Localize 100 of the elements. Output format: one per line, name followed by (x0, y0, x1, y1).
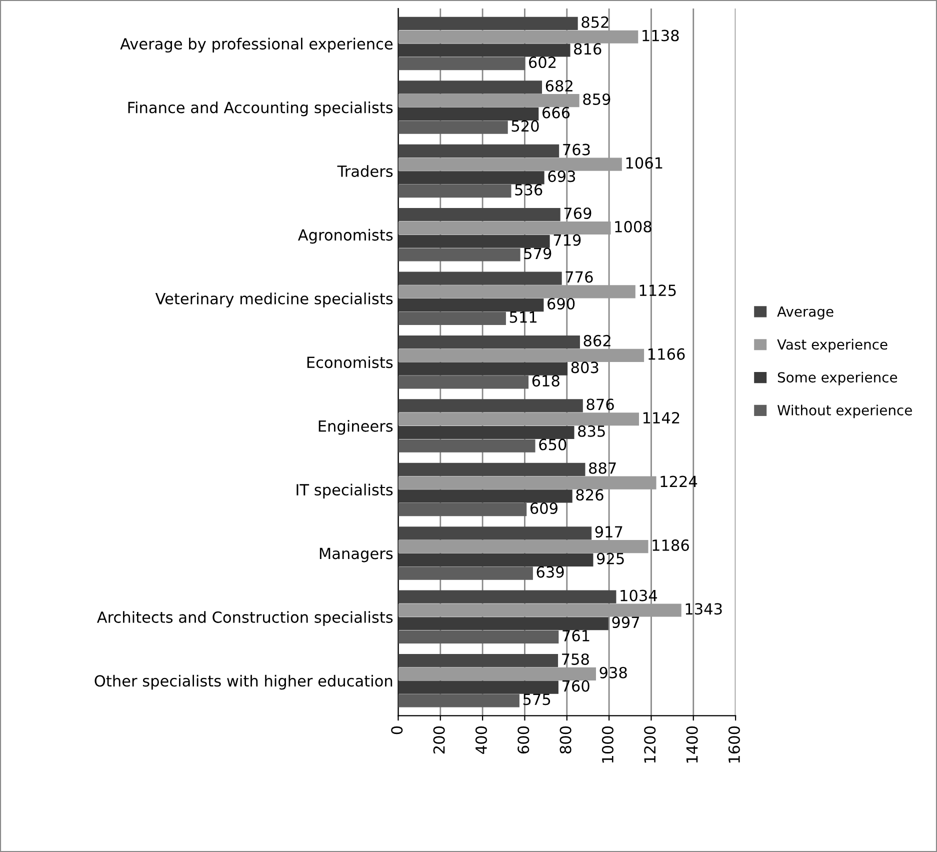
bar (398, 171, 544, 184)
data-label: 1186 (652, 539, 689, 551)
bar (398, 680, 558, 694)
y-tick-label: IT specialists (296, 484, 393, 498)
data-label: 1343 (686, 603, 722, 615)
y-tick-label: Economists (307, 356, 393, 368)
data-label: 769 (564, 207, 592, 220)
data-label: 997 (612, 616, 640, 628)
bar (398, 208, 560, 222)
bar (398, 376, 529, 389)
bar (398, 312, 506, 326)
data-label: 1008 (615, 220, 652, 232)
legend-label: Some experience (778, 372, 898, 386)
x-tick-label: 1000 (602, 726, 614, 763)
data-label: 1061 (626, 157, 662, 169)
bar (398, 80, 542, 94)
data-label: 758 (562, 653, 589, 666)
x-tick-label: 400 (475, 726, 487, 754)
data-label: 776 (566, 271, 593, 283)
y-tick-label: Average by professional experience (120, 38, 393, 53)
bar (398, 234, 550, 248)
y-tick-label: Traders (337, 165, 393, 177)
data-label: 1125 (640, 284, 676, 296)
data-label: 650 (539, 438, 566, 450)
bar (398, 248, 520, 262)
data-label: 1138 (642, 30, 679, 42)
data-label: 575 (523, 694, 550, 706)
bar (398, 566, 533, 580)
y-tick-label: Engineers (318, 420, 393, 435)
data-label: 760 (562, 680, 590, 692)
data-label: 719 (554, 234, 581, 246)
data-label: 639 (536, 566, 564, 578)
bar (398, 348, 644, 362)
x-tick-label: 1400 (686, 726, 698, 763)
data-label: 520 (512, 120, 539, 132)
x-tick-label: 1600 (728, 726, 740, 763)
y-tick-label: Other specialists with higher education (94, 674, 392, 690)
y-tick-label: Veterinary medicine specialists (155, 292, 393, 308)
data-label: 609 (530, 502, 558, 514)
bar (398, 617, 608, 630)
legend-label: Vast experience (777, 338, 888, 352)
bar (398, 604, 682, 617)
bar (398, 399, 583, 412)
y-tick-label: Managers (320, 548, 393, 562)
bar (398, 120, 508, 134)
data-label: 536 (515, 184, 542, 196)
bar (398, 654, 558, 668)
data-label: 602 (528, 56, 556, 68)
bar (398, 462, 586, 476)
x-tick-label: 800 (560, 726, 572, 754)
data-label: 887 (589, 462, 616, 474)
data-label: 1142 (643, 412, 680, 424)
bar (398, 335, 580, 349)
data-label: 876 (586, 398, 614, 410)
bar (398, 694, 520, 708)
data-label: 682 (546, 80, 572, 92)
data-label: 917 (595, 526, 622, 538)
data-label: 816 (574, 43, 602, 55)
bar (398, 158, 622, 171)
data-label: 803 (571, 362, 598, 374)
bar (398, 362, 568, 376)
bar (398, 285, 636, 298)
data-label: 763 (563, 144, 590, 156)
bar (398, 412, 639, 426)
bar (398, 540, 648, 554)
y-tick-label: Agronomists (298, 228, 393, 244)
y-tick-label: Finance and Accounting specialists (128, 101, 393, 116)
y-tick-label: Architects and Construction specialists (96, 611, 393, 626)
bar (398, 667, 596, 681)
data-label: 938 (600, 666, 627, 678)
data-label: 1166 (648, 348, 685, 360)
bar (398, 490, 572, 503)
data-label: 693 (548, 170, 576, 182)
data-label: 618 (532, 375, 560, 387)
bar (398, 503, 527, 516)
x-tick-label: 1200 (644, 726, 656, 763)
data-label: 859 (583, 93, 610, 106)
bar (398, 553, 594, 566)
data-label: 835 (578, 425, 605, 437)
bar (398, 184, 512, 198)
data-label: 1224 (660, 476, 698, 488)
x-tick-label: 0 (391, 726, 403, 734)
bar (398, 272, 562, 285)
bar (398, 57, 526, 70)
x-tick-label: 200 (433, 726, 445, 754)
bar (398, 144, 560, 158)
bar (398, 44, 570, 57)
data-label: 690 (548, 298, 575, 310)
bar (398, 476, 656, 490)
legend-label: Average (777, 306, 834, 320)
bar (398, 107, 539, 121)
bar (398, 630, 559, 644)
bar (398, 439, 536, 452)
bar (398, 16, 578, 30)
data-label: 862 (584, 334, 610, 346)
bar (398, 221, 611, 235)
data-label: 761 (562, 630, 590, 642)
data-label: 579 (524, 248, 552, 260)
x-tick-label: 600 (518, 726, 530, 754)
bar (398, 298, 544, 312)
